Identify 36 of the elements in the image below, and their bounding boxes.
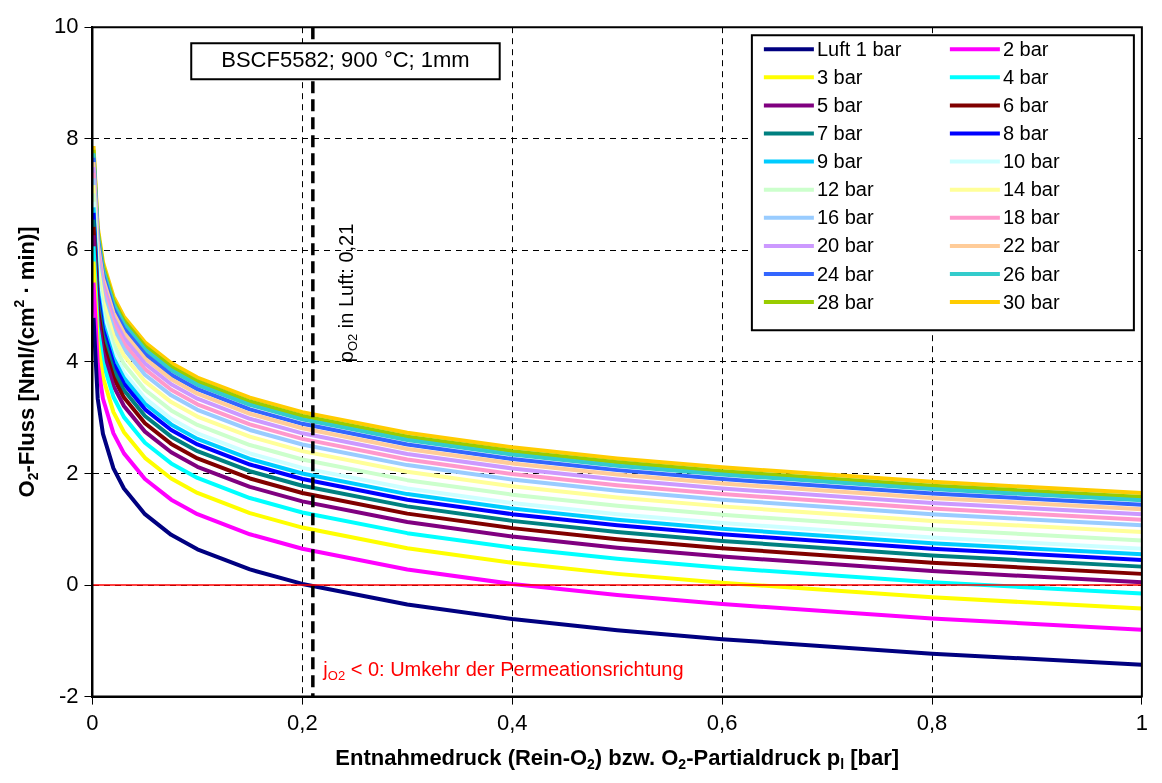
text: BSCF5582; 900 °C; 1mm <box>221 47 470 73</box>
y-tick-label: 2 <box>66 459 79 485</box>
legend-label: 12 bar <box>816 178 874 201</box>
legend-label: 24 bar <box>816 262 874 285</box>
legend-label: 5 bar <box>816 93 863 116</box>
legend-label: 2 bar <box>1002 37 1049 60</box>
x-tick-label: 0 <box>86 709 99 735</box>
legend-label: 18 bar <box>1002 206 1060 229</box>
ref-line-label: pO2 in Luft: 0,21 <box>335 223 361 363</box>
legend-label: Luft 1 bar <box>816 37 902 60</box>
y-axis-title: O2-Fluss [Nml/(cm2 · min)] <box>11 226 42 498</box>
x-tick-label: 1 <box>1135 709 1149 735</box>
y-tick-label: 6 <box>66 236 79 262</box>
legend-label: 28 bar <box>816 290 874 313</box>
x-tick-label: 0,6 <box>706 709 738 735</box>
y-tick-label: 8 <box>66 124 79 150</box>
legend-label: 3 bar <box>816 65 863 88</box>
legend-label: 6 bar <box>1002 93 1049 116</box>
legend-label: 9 bar <box>816 150 863 173</box>
legend-label: 22 bar <box>1002 234 1060 257</box>
legend-label: 16 bar <box>816 206 874 229</box>
legend-label: 8 bar <box>1002 122 1049 145</box>
y-tick-label: 4 <box>66 347 79 373</box>
legend-label: 30 bar <box>1002 290 1060 313</box>
x-tick-label: 0,8 <box>916 709 948 735</box>
y-tick-label: -2 <box>58 682 79 708</box>
x-tick-label: 0,4 <box>496 709 528 735</box>
y-tick-label: 0 <box>66 571 79 597</box>
legend-label: 7 bar <box>816 122 863 145</box>
x-tick-label: 0,2 <box>287 709 318 735</box>
y-tick-label: 10 <box>53 13 79 39</box>
legend-label: 14 bar <box>1002 178 1060 201</box>
legend-label: 10 bar <box>1002 150 1060 173</box>
legend-label: 26 bar <box>1002 262 1060 285</box>
legend-label: 20 bar <box>816 234 874 257</box>
legend-label: 4 bar <box>1002 65 1049 88</box>
